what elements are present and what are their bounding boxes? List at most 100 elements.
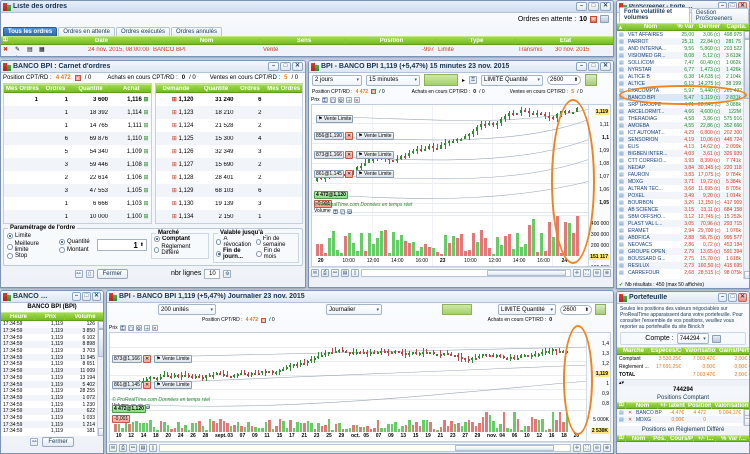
- list-item[interactable]: 17:34:59 1,119 181: [1, 428, 97, 435]
- print-icon[interactable]: ⎙: [321, 269, 329, 277]
- list-item[interactable]: 3 59 446 1,108 ⊞: [4, 158, 151, 171]
- sell-icon[interactable]: ⊞: [171, 201, 177, 207]
- buy-icon[interactable]: ⊞: [143, 188, 149, 194]
- list-item[interactable]: ▤ ICT AUTOMAT... 4,29 6,800 (c) 202 300: [617, 129, 743, 136]
- minimize-icon[interactable]: –: [576, 2, 587, 11]
- intraday-chart-canvas[interactable]: Volume ⚿ ▢ ⚙ ⚑ Vente Limite 856@1,190 ✕ …: [311, 104, 611, 267]
- buy-icon[interactable]: ⊞: [143, 123, 149, 129]
- list-item[interactable]: ▤ SBM OFFSHO... 3,12 12,745 (c) 15 252k: [617, 213, 743, 220]
- chart-order-label[interactable]: 861@1,145 ✕ ⚑ Vente Limite: [112, 381, 192, 389]
- add-icon[interactable]: ＋: [143, 325, 150, 332]
- close-button[interactable]: Fermer: [42, 437, 74, 447]
- cash-positions-scrollbar[interactable]: [743, 409, 749, 426]
- sort-asc-icon[interactable]: ▴: [619, 380, 622, 386]
- sell-icon[interactable]: ⊞: [171, 97, 177, 103]
- chart-order-label[interactable]: 4 472@1,120: [112, 405, 146, 413]
- orders-list-titlebar[interactable]: Liste des ordres – □ ✕: [1, 1, 613, 13]
- table-row[interactable]: ✖ ✎ ▤ ▦ 24 nov. 2015, 08:00:00 BANCO BPI…: [1, 45, 613, 54]
- portfolio-titlebar[interactable]: Portefeuille – □ ✕: [617, 292, 749, 304]
- list-item[interactable]: ▤ GROUPE OPEN 2,79 13,65 (c) 591 394: [617, 248, 743, 255]
- print-icon[interactable]: [711, 334, 721, 343]
- rows-input[interactable]: 10: [204, 268, 221, 279]
- order-type-tag[interactable]: ⚑ Vente Limite: [154, 355, 192, 363]
- remove-icon[interactable]: ✕: [353, 97, 360, 104]
- list-item[interactable]: ▤ NYRSTAR 6,77 1,473 (c) 1 426k: [617, 66, 743, 73]
- list-item[interactable]: 3 47 553 1,105 ⊞: [4, 184, 151, 197]
- add-icon[interactable]: ＋: [345, 97, 352, 104]
- close-icon[interactable]: ✕: [92, 292, 101, 301]
- sell-icon[interactable]: ⊞: [171, 110, 177, 116]
- window-buttons[interactable]: – □ ✕: [576, 62, 611, 71]
- list-item[interactable]: ▤ PLAST VAL L... 3,05 70,96 (c) 293 715: [617, 220, 743, 227]
- chevron-down-icon[interactable]: ▾: [414, 77, 417, 83]
- list-item[interactable]: 17:34:59 1,119 1 230: [1, 401, 97, 408]
- order-quantity-input[interactable]: 2600 ⬍: [560, 304, 592, 315]
- list-item[interactable]: 6 69 876 1,110 ⊞: [4, 132, 151, 145]
- table-row[interactable]: TOTAL 7 003,47€ 2,00€: [617, 371, 749, 379]
- cancel-icon[interactable]: ✖: [3, 47, 9, 53]
- list-item[interactable]: 17:34:59 1,119 8 898: [1, 341, 97, 348]
- proscreener-window[interactable]: ProScreener - Forte volatilité... – □ ✕ …: [616, 0, 750, 289]
- order-qty-price[interactable]: -0,001: [112, 415, 131, 423]
- list-item[interactable]: 1 18 392 1,114 ⊞: [4, 106, 151, 119]
- chart-order-label[interactable]: ⚑ Vente Limite: [314, 115, 354, 123]
- window-buttons[interactable]: – □ ✕: [72, 292, 101, 301]
- buy-icon[interactable]: ⊞: [143, 214, 149, 220]
- mail-icon[interactable]: ✉: [311, 269, 319, 277]
- list-item[interactable]: ▤ ✕ BANCO BPI -4,47€ 4 472 5 004,17€: [617, 409, 743, 416]
- list-item[interactable]: 17:34:59 1,119 11 945: [1, 354, 97, 362]
- window-buttons[interactable]: – □ ✕: [268, 62, 303, 71]
- chart-scrollbar[interactable]: [159, 444, 571, 452]
- minimize-icon[interactable]: –: [268, 62, 279, 71]
- intraday-chart-toolbar[interactable]: ✉ ⎙ ⚯ ▤ ▯ ✛ ⛶ ⊖ ⊕: [309, 267, 613, 278]
- radio-fin-de-mois[interactable]: Fin de mois: [256, 248, 292, 260]
- close-icon[interactable]: ✕: [738, 293, 747, 302]
- list-item[interactable]: ⊞ 1,128 28 401 2: [156, 171, 303, 184]
- list-item[interactable]: ▤ PARROT 25,11 22,84 (c) 281 75: [617, 38, 743, 45]
- orderbook-titlebar[interactable]: BANCO BPI : Carnet d'ordres – □ ✕: [1, 61, 305, 73]
- radio-limite[interactable]: Limite: [7, 233, 31, 239]
- zoom-out-icon[interactable]: ⊖: [593, 269, 601, 277]
- link-icon[interactable]: ⚯: [331, 269, 339, 277]
- intraday-chart-titlebar[interactable]: BPI - BANCO BPI 1,119 (+5,47%) 15 minute…: [309, 61, 613, 73]
- proscreener-table-body[interactable]: ▤ VET AFFAIRES 25,00 3,06 (c) 498 975 ▤ …: [617, 31, 749, 279]
- list-item[interactable]: ⊞ 1,130 19 139 3: [156, 197, 303, 210]
- table-row[interactable]: Comptant 3 530,25€ 7 003,47€ 2,00€: [617, 355, 749, 363]
- account-select[interactable]: 744294 ▾: [676, 333, 709, 344]
- settings-icon[interactable]: ⚙: [223, 269, 232, 278]
- order-type-select[interactable]: LIMITE Quantité ▾: [481, 74, 544, 86]
- cancel-order-icon[interactable]: ✕: [344, 132, 354, 140]
- save-icon[interactable]: ▤: [341, 269, 349, 277]
- zoom-in-icon[interactable]: ⊕: [603, 444, 611, 452]
- list-item[interactable]: 1 1 3 600 1,116 ⊞: [4, 93, 151, 106]
- sell-icon[interactable]: ⊞: [171, 175, 177, 181]
- list-item[interactable]: 17:34:59 1,119 1 033: [1, 415, 97, 422]
- list-item[interactable]: 1 14 765 1,111 ⊞: [4, 119, 151, 132]
- cancel-order-icon[interactable]: ✕: [344, 170, 354, 178]
- sell-icon[interactable]: ⊞: [171, 149, 177, 155]
- print-icon[interactable]: [600, 15, 609, 23]
- chart-order-label[interactable]: 861@1,145 ✕ ⚑ Vente Limite: [314, 170, 394, 178]
- proscreener-scrollbar[interactable]: [743, 31, 749, 279]
- list-item[interactable]: ▤ ALTRAN TEC... 3,68 11,695 (c) 8 705k: [617, 185, 743, 192]
- cash-positions-body[interactable]: ▤ ✕ BANCO BPI -4,47€ 4 472 5 004,17€ ▤ ✕…: [617, 409, 749, 426]
- close-position-icon[interactable]: ✕: [628, 416, 633, 423]
- list-item[interactable]: 17:34:59 1,119 3 703: [1, 348, 97, 355]
- sort-desc-icon[interactable]: ▾: [621, 380, 625, 386]
- chart-order-label[interactable]: -0,001: [112, 415, 131, 423]
- sell-icon[interactable]: ⊞: [171, 188, 177, 194]
- mail-icon[interactable]: ✉: [109, 444, 117, 452]
- timeframe-select[interactable]: 15 minutes ▾: [366, 74, 420, 86]
- chart-order-label[interactable]: 873@1,166 ✕ ⚑ Vente Limite: [112, 355, 192, 363]
- buy-icon[interactable]: ⊞: [143, 149, 149, 155]
- list-item[interactable]: ▤ ELIS 4,13 14,62 (c) 2 099k: [617, 143, 743, 150]
- list-item[interactable]: ▤ BOUSSARD G... 2,75 15,70 (c) 1 618k: [617, 255, 743, 262]
- stepper-icon[interactable]: ⬍: [573, 77, 579, 83]
- cancel-order-icon[interactable]: ✕: [344, 151, 354, 159]
- quantity-input[interactable]: 1 ⬍: [97, 239, 147, 251]
- add-order-icon[interactable]: [585, 74, 598, 86]
- maximize-icon[interactable]: □: [588, 62, 599, 71]
- layers-icon[interactable]: ▯: [149, 444, 157, 452]
- export-icon[interactable]: ▯: [85, 269, 94, 278]
- order-type-tag[interactable]: ⚑ Vente Limite: [154, 381, 192, 389]
